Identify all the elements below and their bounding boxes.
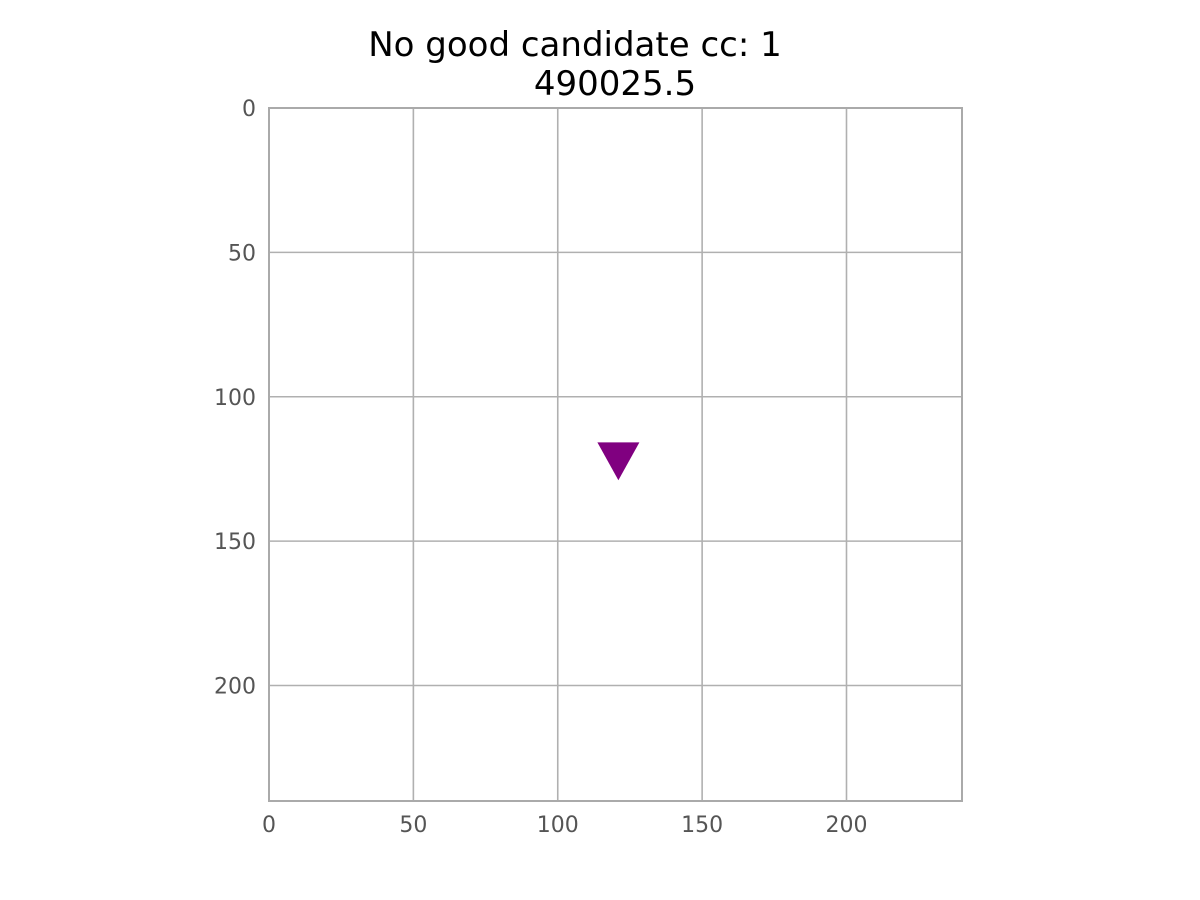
data-points [597,442,640,481]
x-tick-label-50: 50 [399,813,427,838]
grid [269,108,962,801]
x-tick-label-150: 150 [681,813,723,838]
data-point-0 [597,442,640,481]
y-tick-label-150: 150 [214,530,256,555]
y-axis-ticks: 0 50 100 150 200 [214,97,256,700]
y-tick-label-0: 0 [242,97,256,122]
y-tick-label-100: 100 [214,386,256,411]
chart-title-line2: 490025.5 [534,64,696,104]
x-tick-label-100: 100 [537,813,579,838]
y-tick-label-200: 200 [214,675,256,700]
chart-title-line1: No good candidate cc: 1 [368,25,781,65]
y-tick-label-50: 50 [228,241,256,266]
x-tick-label-200: 200 [826,813,868,838]
x-axis-ticks: 0 50 100 150 200 [262,813,868,838]
x-tick-label-0: 0 [262,813,276,838]
plot-frame [268,107,963,802]
